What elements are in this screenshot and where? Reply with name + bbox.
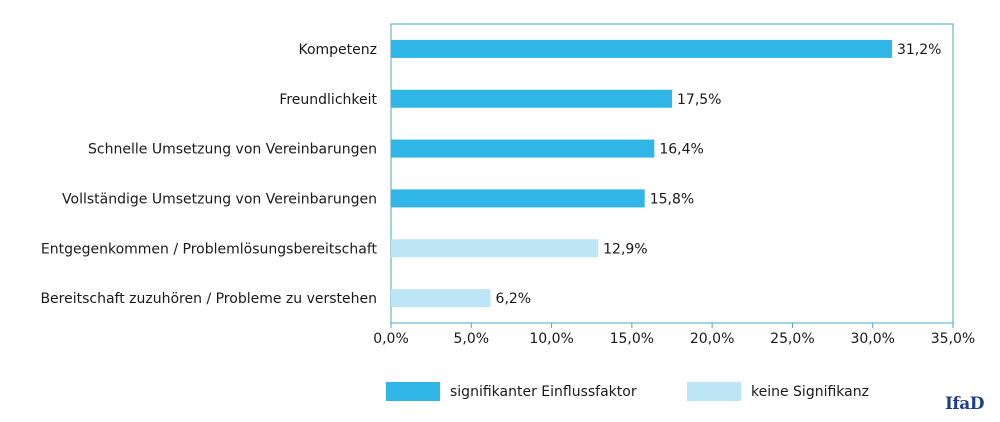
x-tick-label: 0,0% [373,331,409,347]
x-tick-label: 30,0% [850,331,894,347]
legend-swatch-significant [386,382,440,401]
legend-label-significant: signifikanter Einflussfaktor [450,383,637,400]
x-tick-label: 5,0% [453,331,489,347]
data-label: 12,9% [603,241,647,257]
data-label: 15,8% [650,191,694,207]
legend-significant: signifikanter Einflussfaktor [386,382,637,401]
category-label: Bereitschaft zuzuhören / Probleme zu ver… [40,291,377,307]
data-label: 17,5% [677,92,721,108]
category-label: Entgegenkommen / Problemlösungsbereitsch… [41,241,378,257]
x-tick-label: 25,0% [770,331,814,347]
bar [391,289,491,308]
legend-not-significant: keine Signifikanz [687,382,869,401]
x-tick-label: 10,0% [529,331,573,347]
data-label: 31,2% [897,42,941,58]
x-tick-label: 15,0% [610,331,654,347]
category-label: Schnelle Umsetzung von Vereinbarungen [88,142,377,158]
data-label: 6,2% [496,291,532,307]
ifad-logo: IfaD [944,394,985,414]
legend-label-not-significant: keine Signifikanz [751,383,869,400]
bar [391,139,655,158]
bar [391,89,672,108]
data-label: 16,4% [659,142,703,158]
category-label: Freundlichkeit [279,92,377,108]
legend-swatch-not-significant [687,382,741,401]
bar [391,239,599,258]
x-tick-label: 35,0% [931,331,975,347]
bar-chart: Kompetenz 31,2% Freundlichkeit 17,5% Schnell… [40,23,975,347]
plot-frame [390,23,954,324]
bar [391,189,645,208]
bar [391,39,892,58]
category-label: Kompetenz [298,42,377,58]
x-tick-label: 20,0% [690,331,734,347]
category-label: Vollständige Umsetzung von Vereinbarunge… [62,191,377,207]
